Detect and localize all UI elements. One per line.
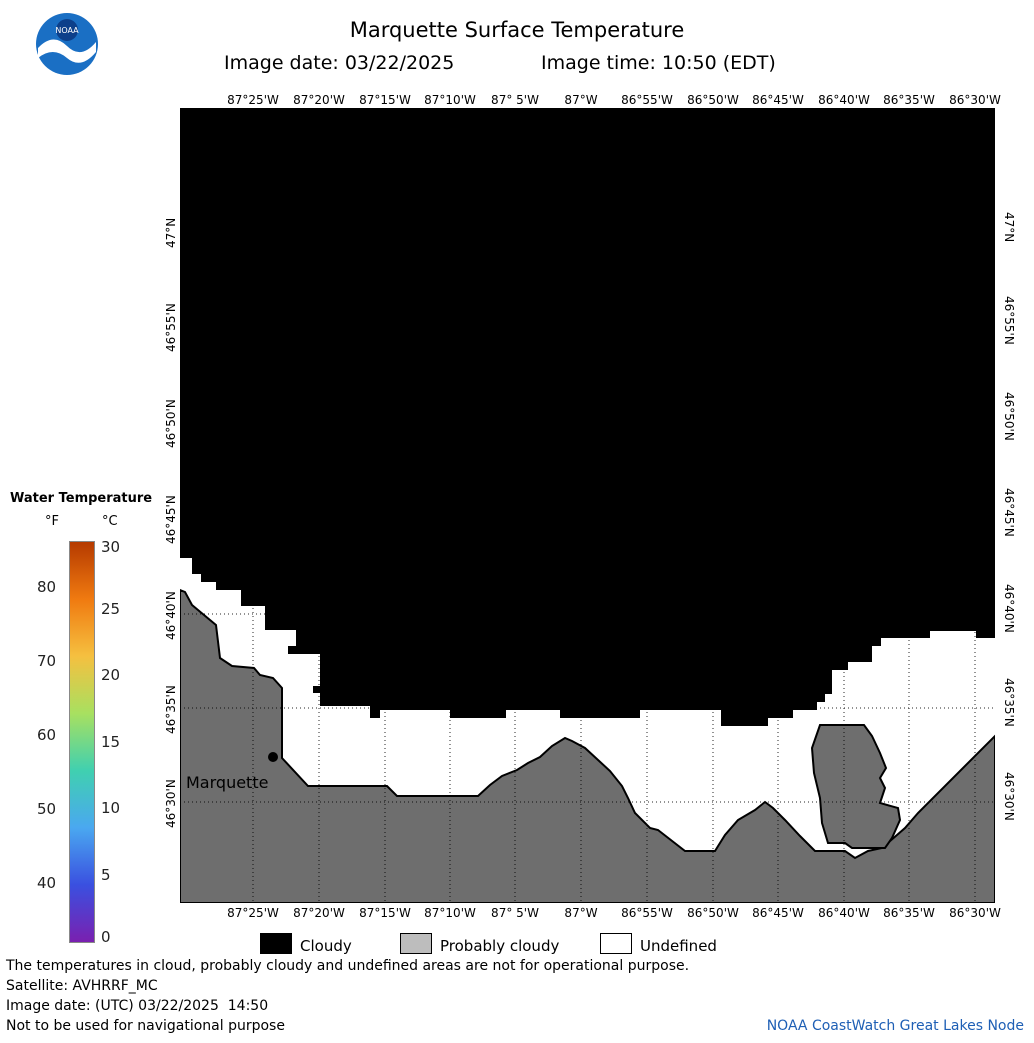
probably-cloudy-label: Probably cloudy: [440, 937, 560, 955]
color-scale-bar: [69, 541, 95, 943]
lon-tick-top: 86°30'W: [949, 93, 1001, 107]
celsius-tick: 10: [101, 799, 121, 817]
cloudy-swatch: [260, 933, 292, 954]
lat-tick-left: 46°45'N: [164, 495, 178, 544]
lat-tick-right: 46°30'N: [1002, 772, 1016, 821]
lat-tick-left: 46°50'N: [164, 399, 178, 448]
operational-warning: The temperatures in cloud, probably clou…: [6, 958, 690, 974]
fahrenheit-tick: 40: [37, 874, 57, 892]
lon-tick-top: 86°35'W: [883, 93, 935, 107]
noaa-logo-text: NOAA: [55, 26, 79, 35]
undefined-swatch: [600, 933, 632, 954]
celsius-tick: 0: [101, 928, 111, 946]
fahrenheit-tick: 50: [37, 800, 57, 818]
lon-tick-bottom: 87° 5'W: [491, 906, 539, 920]
lon-tick-bottom: 86°30'W: [949, 906, 1001, 920]
probably-cloudy-swatch: [400, 933, 432, 954]
fahrenheit-tick: 80: [37, 578, 57, 596]
lon-tick-top: 87°15'W: [359, 93, 411, 107]
utc-date: Image date: (UTC) 03/22/2025 14:50: [6, 998, 269, 1014]
inland-lake-outline: [823, 720, 905, 821]
color-scale-title: Water Temperature: [10, 491, 153, 506]
lon-tick-bottom: 87°20'W: [293, 906, 345, 920]
undefined-label: Undefined: [640, 937, 717, 955]
graticule: [180, 108, 995, 903]
lat-tick-left: 46°55'N: [164, 303, 178, 352]
lon-tick-bottom: 86°40'W: [818, 906, 870, 920]
lat-tick-left: 47°N: [164, 217, 178, 248]
lon-tick-top: 86°55'W: [621, 93, 673, 107]
lon-tick-top: 87°25'W: [227, 93, 279, 107]
satellite-info: Satellite: AVHRRF_MC: [6, 978, 158, 994]
lat-tick-right: 46°40'N: [1002, 584, 1016, 633]
lat-tick-right: 46°35'N: [1002, 678, 1016, 727]
lon-tick-bottom: 86°35'W: [883, 906, 935, 920]
lon-tick-top: 86°45'W: [752, 93, 804, 107]
lat-tick-left: 46°35'N: [164, 685, 178, 734]
fahrenheit-tick: 70: [37, 652, 57, 670]
lon-tick-top: 87° 5'W: [491, 93, 539, 107]
lon-tick-bottom: 86°50'W: [687, 906, 739, 920]
lon-tick-bottom: 87°W: [564, 906, 598, 920]
lon-tick-bottom: 86°45'W: [752, 906, 804, 920]
lat-tick-right: 47°N: [1002, 212, 1016, 243]
image-date: Image date: 03/22/2025: [224, 52, 455, 74]
lon-tick-bottom: 87°10'W: [424, 906, 476, 920]
lon-tick-top: 86°40'W: [818, 93, 870, 107]
image-time: Image time: 10:50 (EDT): [541, 52, 776, 74]
city-label: Marquette: [186, 773, 269, 792]
lon-tick-top: 87°20'W: [293, 93, 345, 107]
unit-fahrenheit: °F: [45, 514, 59, 529]
lon-tick-bottom: 87°25'W: [227, 906, 279, 920]
lat-tick-right: 46°50'N: [1002, 392, 1016, 441]
celsius-tick: 30: [101, 538, 121, 556]
lat-tick-left: 46°30'N: [164, 779, 178, 828]
celsius-tick: 5: [101, 866, 111, 884]
marquette-marker: [268, 752, 278, 762]
celsius-tick: 15: [101, 733, 121, 751]
land-area: [180, 588, 995, 903]
unit-celsius: °C: [102, 514, 118, 529]
map-canvas: [180, 108, 995, 903]
lon-tick-bottom: 87°15'W: [359, 906, 411, 920]
lon-tick-bottom: 86°55'W: [621, 906, 673, 920]
cloud-region: [180, 108, 995, 726]
lon-tick-top: 86°50'W: [687, 93, 739, 107]
lat-tick-left: 46°40'N: [164, 591, 178, 640]
navigation-warning: Not to be used for navigational purpose: [6, 1018, 285, 1034]
cloudy-label: Cloudy: [300, 937, 352, 955]
shoreline-highlight: [180, 585, 993, 855]
cloud-region-spur: [180, 488, 192, 558]
lon-tick-top: 87°W: [564, 93, 598, 107]
fahrenheit-tick: 60: [37, 726, 57, 744]
page-title: Marquette Surface Temperature: [349, 18, 685, 42]
celsius-tick: 25: [101, 600, 121, 618]
lat-tick-right: 46°55'N: [1002, 296, 1016, 345]
credit-link[interactable]: NOAA CoastWatch Great Lakes Node: [766, 1018, 1024, 1034]
celsius-tick: 20: [101, 666, 121, 684]
noaa-logo: NOAA: [36, 13, 98, 75]
lat-tick-right: 46°45'N: [1002, 488, 1016, 537]
lon-tick-top: 87°10'W: [424, 93, 476, 107]
